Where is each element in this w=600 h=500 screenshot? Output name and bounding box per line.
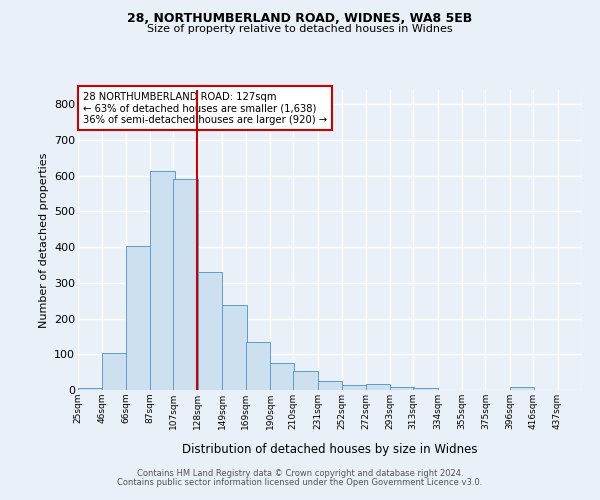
Bar (390, 387, 415, 390)
Bar (365, 384, 390, 390)
Bar (103, 352, 127, 390)
Bar (342, 384, 367, 390)
Bar (198, 272, 223, 390)
Bar (318, 381, 342, 390)
Text: Contains HM Land Registry data © Crown copyright and database right 2024.: Contains HM Land Registry data © Crown c… (137, 468, 463, 477)
Bar (413, 388, 437, 390)
Bar (126, 246, 150, 390)
Text: Distribution of detached houses by size in Widnes: Distribution of detached houses by size … (182, 442, 478, 456)
Bar (173, 180, 198, 390)
Bar (510, 387, 534, 390)
Text: 28, NORTHUMBERLAND ROAD, WIDNES, WA8 5EB: 28, NORTHUMBERLAND ROAD, WIDNES, WA8 5EB (127, 12, 473, 26)
Bar (223, 306, 247, 390)
Bar (293, 371, 318, 390)
Text: Contains public sector information licensed under the Open Government Licence v3: Contains public sector information licen… (118, 478, 482, 487)
Bar (270, 362, 295, 390)
Text: Size of property relative to detached houses in Widnes: Size of property relative to detached ho… (147, 24, 453, 34)
Bar (245, 342, 270, 390)
Bar (150, 170, 175, 390)
Bar (78, 388, 103, 390)
Y-axis label: Number of detached properties: Number of detached properties (38, 152, 49, 328)
Text: 28 NORTHUMBERLAND ROAD: 127sqm
← 63% of detached houses are smaller (1,638)
36% : 28 NORTHUMBERLAND ROAD: 127sqm ← 63% of … (83, 92, 327, 124)
